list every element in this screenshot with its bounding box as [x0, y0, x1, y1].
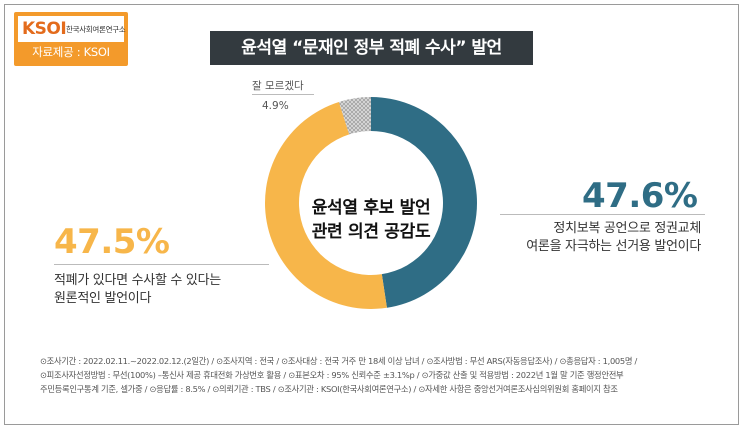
footer-line: ⊙피조사자선정방법 : 무선(100%) –통신사 제공 휴대전화 가상번호 활…: [40, 370, 624, 380]
leader-line-left: [54, 264, 269, 265]
desc-line: 적폐가 있다면 수사할 수 있다는: [54, 273, 221, 288]
donut-slice-dont-know: [338, 97, 371, 135]
survey-methodology-footer: ⊙조사기간 : 2022.02.11.~2022.02.12.(2일간) / ⊙…: [40, 354, 720, 396]
slice-desc-election-remark: 정치보복 공언으로 정권교체 여론을 자극하는 선거용 발언이다: [509, 220, 701, 256]
donut-slice-election-remark: [371, 97, 477, 308]
chart-title: 윤석열 “문재인 정부 적폐 수사” 발언: [210, 31, 533, 65]
leader-line-dont-know: [252, 94, 314, 95]
desc-line: 원론적인 발언이다: [54, 291, 152, 306]
slice-value-label-election-remark: 47.6%: [582, 176, 698, 216]
donut-center-label: 윤석열 후보 발언 관련 의견 공감도: [276, 196, 466, 244]
ksoi-logo: KSOI 한국사회여론연구소 자료제공 : KSOI: [14, 12, 128, 66]
slice-value-label-dont-know: 4.9%: [262, 100, 289, 112]
donut-slice-principle-remark: [265, 101, 387, 309]
slice-value-label-principle-remark: 47.5%: [54, 222, 170, 262]
center-label-line-1: 윤석열 후보 발언: [311, 198, 431, 218]
desc-line: 여론을 자극하는 선거용 발언이다: [526, 239, 701, 254]
center-label-line-2: 관련 의견 공감도: [311, 222, 431, 242]
leader-line-right: [500, 214, 705, 215]
desc-line: 정치보복 공언으로 정권교체: [553, 221, 701, 236]
footer-line: 주민등록인구통계 기준, 셀가중 / ⊙응답률 : 8.5% / ⊙의뢰기관 :…: [40, 384, 618, 394]
logo-org-name: 한국사회여론연구소: [66, 25, 126, 34]
logo-badge: KSOI 한국사회여론연구소: [18, 16, 126, 42]
donut-chart: [265, 97, 477, 309]
footer-line: ⊙조사기간 : 2022.02.11.~2022.02.12.(2일간) / ⊙…: [40, 356, 638, 366]
logo-mark: KSOI: [22, 19, 67, 39]
slice-label-dont-know: 잘 모르겠다: [252, 80, 304, 92]
data-source-label: 자료제공 : KSOI: [32, 45, 110, 59]
slice-desc-principle-remark: 적폐가 있다면 수사할 수 있다는 원론적인 발언이다: [54, 272, 221, 308]
